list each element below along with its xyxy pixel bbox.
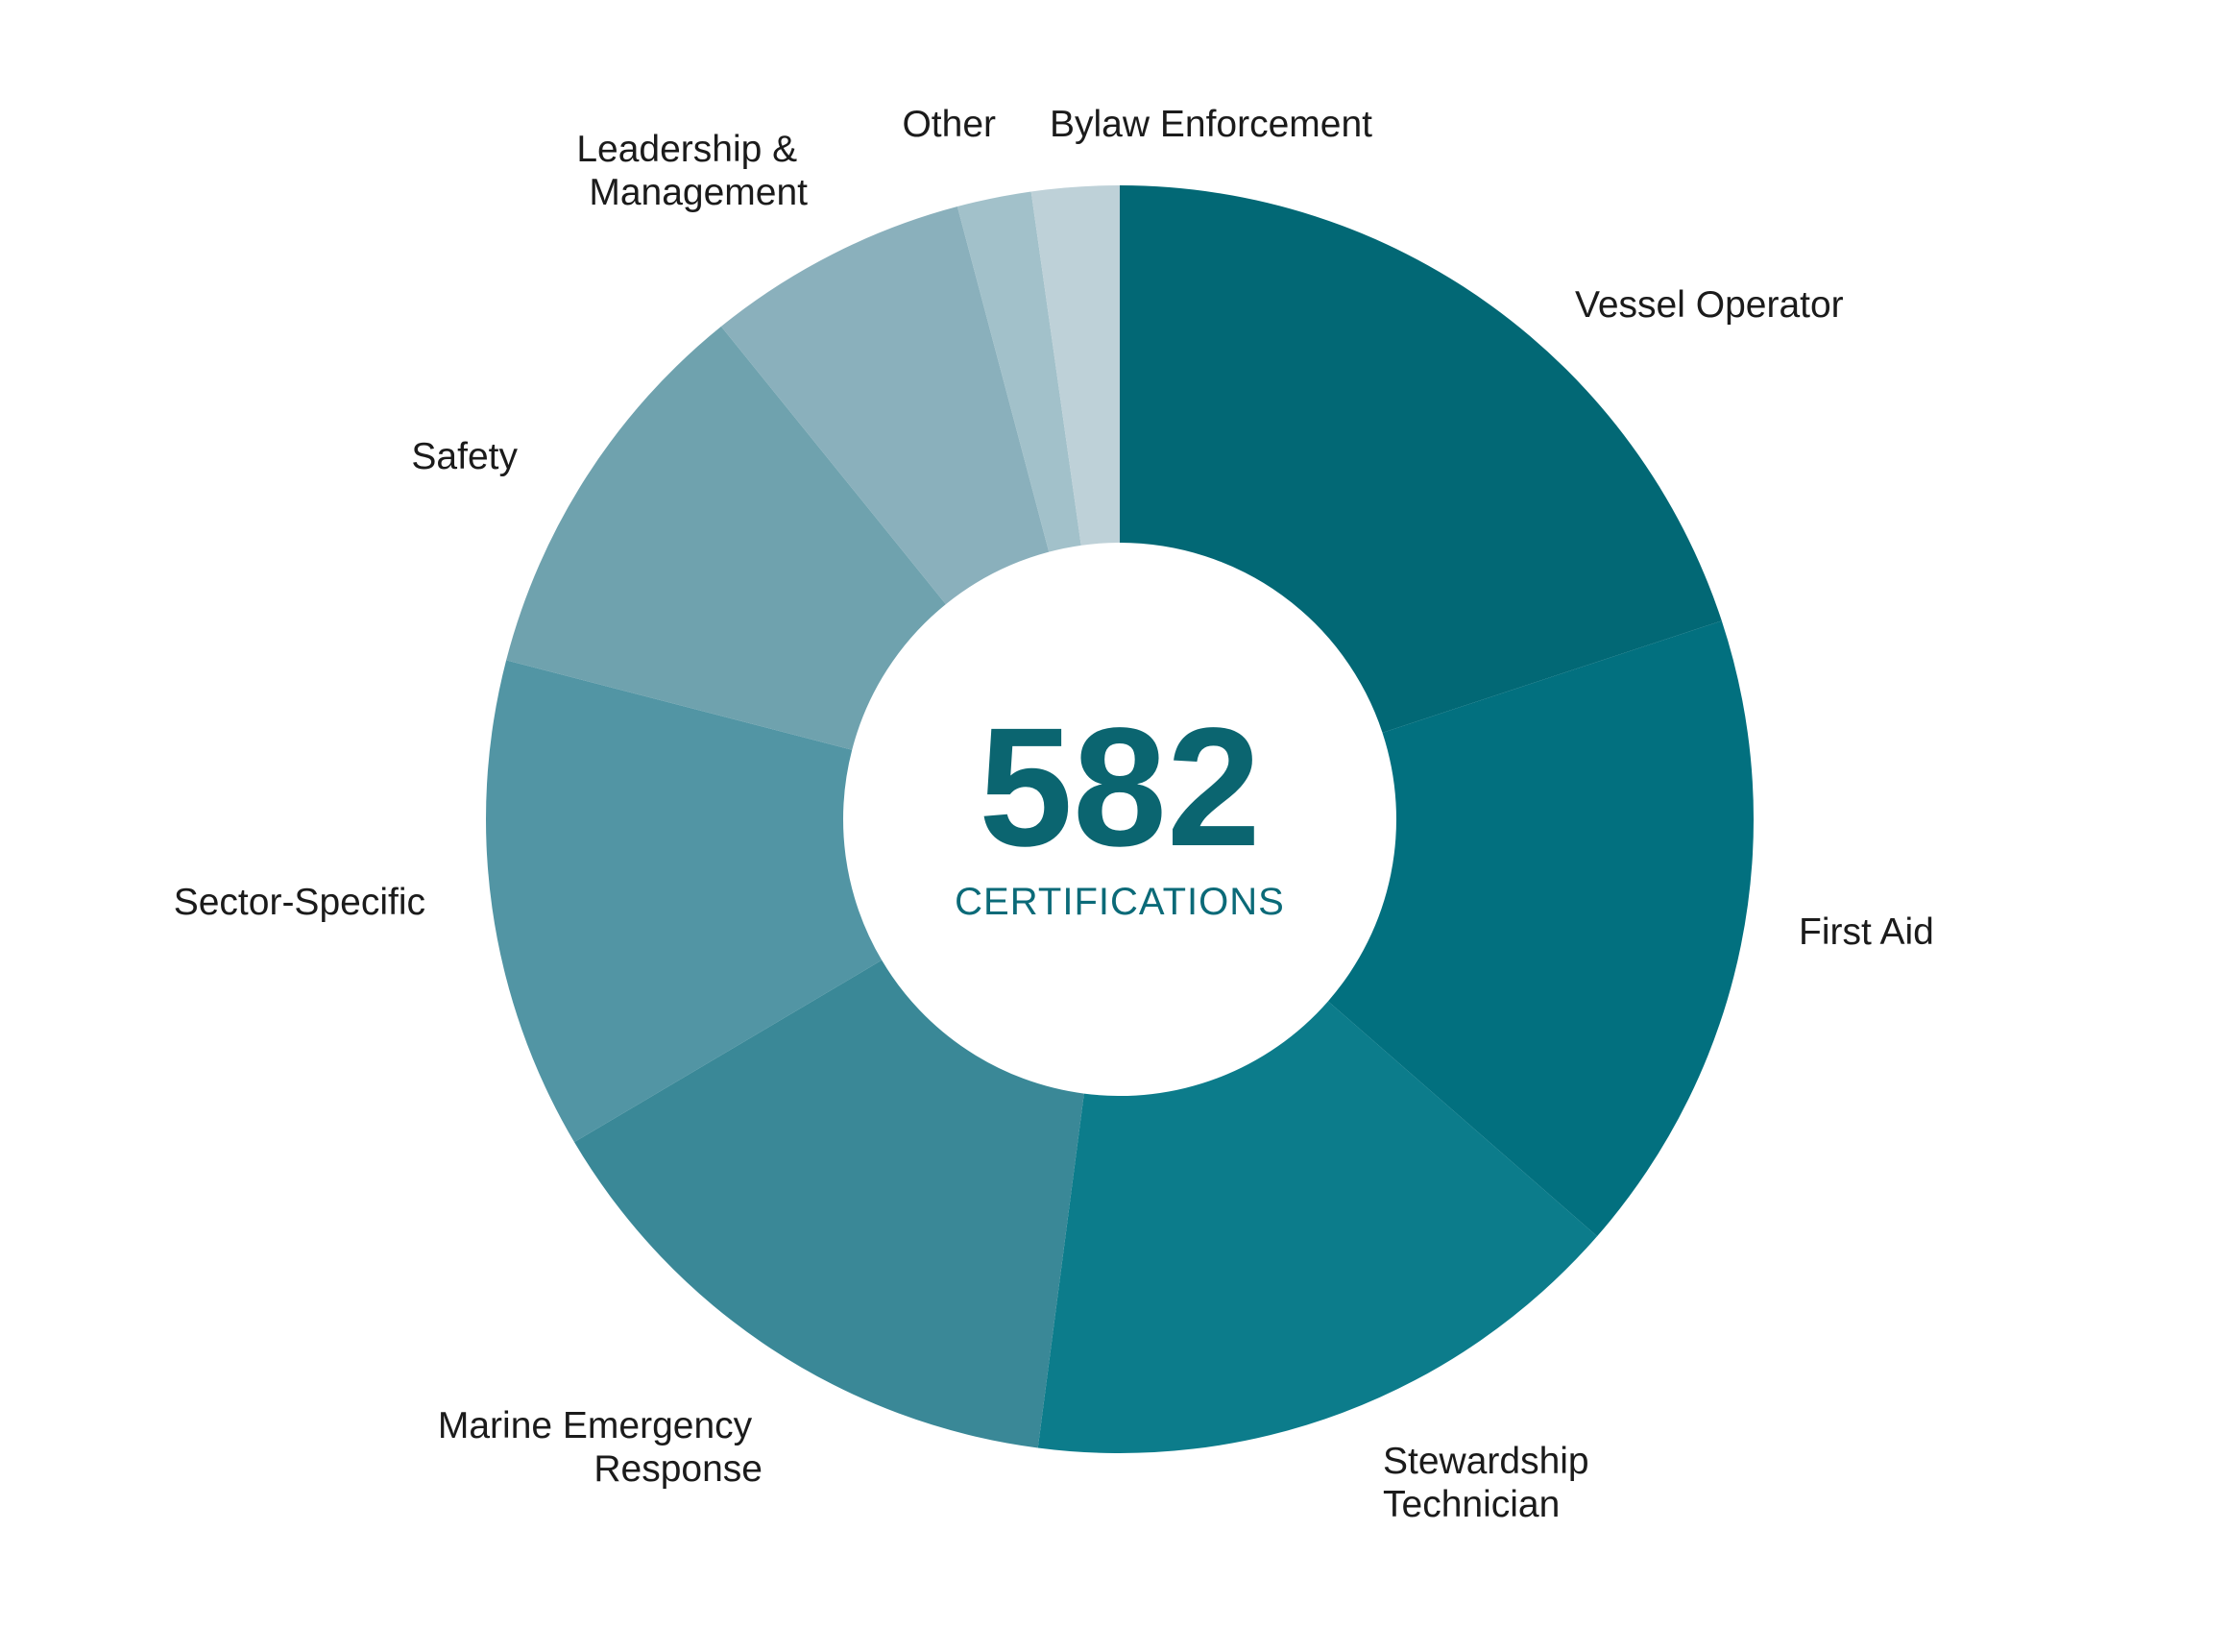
- label-marine-emergency-response: Marine Emergency Response: [438, 1405, 763, 1490]
- label-safety: Safety: [411, 436, 518, 477]
- slice-labels: Vessel Operator First Aid Stewardship Te…: [174, 104, 1934, 1525]
- slice-vessel-operator: [1120, 185, 1722, 733]
- total-caption: CERTIFICATIONS: [955, 881, 1285, 923]
- label-bylaw-enforcement: Bylaw Enforcement: [1050, 104, 1372, 145]
- slice-bylaw-enforcement: [1030, 185, 1120, 546]
- label-vessel-operator: Vessel Operator: [1575, 284, 1844, 326]
- label-first-aid: First Aid: [1799, 911, 1934, 953]
- label-sector-specific: Sector-Specific: [174, 882, 425, 923]
- label-stewardship-technician: Stewardship Technician: [1383, 1441, 1599, 1525]
- donut-slices: [486, 185, 1754, 1453]
- slice-leadership-management: [720, 206, 1050, 605]
- slice-first-aid: [1327, 620, 1754, 1237]
- slice-stewardship-technician: [1037, 1001, 1598, 1453]
- donut-center: 582 CERTIFICATIONS: [955, 693, 1285, 923]
- slice-other: [957, 191, 1081, 552]
- label-other: Other: [902, 104, 996, 145]
- label-leadership-management: Leadership & Management: [576, 129, 808, 213]
- slice-safety: [506, 326, 946, 750]
- total-count: 582: [979, 693, 1261, 882]
- slice-marine-emergency-response: [574, 960, 1084, 1448]
- slice-sector-specific: [486, 660, 883, 1143]
